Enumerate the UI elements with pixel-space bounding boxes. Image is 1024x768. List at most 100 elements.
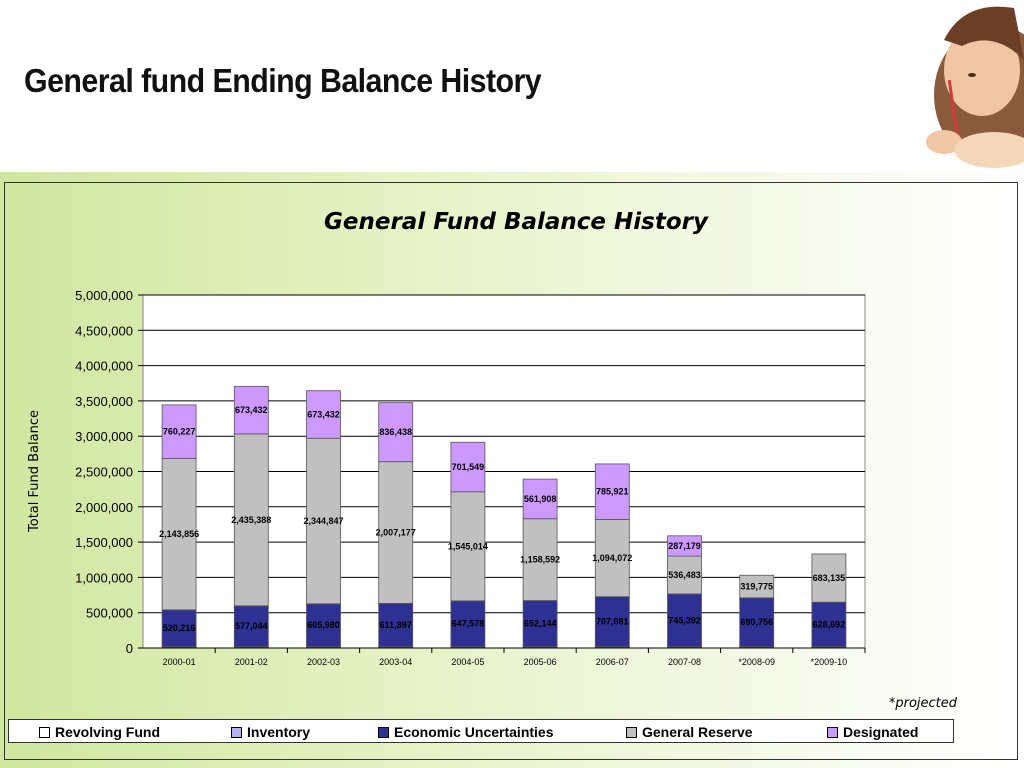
data-label: 707,081 bbox=[596, 617, 629, 627]
legend-swatch bbox=[827, 726, 838, 738]
y-tick-label: 4,500,000 bbox=[75, 323, 133, 338]
bar-segment bbox=[306, 603, 341, 647]
bar-segment bbox=[450, 441, 486, 493]
data-label: 1,545,014 bbox=[448, 541, 488, 551]
data-label: 520,216 bbox=[163, 623, 196, 633]
bar-segment bbox=[811, 553, 847, 603]
bar-segment bbox=[233, 385, 269, 435]
y-tick-label: 2,500,000 bbox=[75, 465, 133, 480]
bar-segment bbox=[522, 478, 558, 520]
bar-segment bbox=[667, 555, 702, 595]
legend-swatch bbox=[378, 726, 389, 738]
data-label: 836,438 bbox=[379, 427, 412, 437]
data-label: 701,549 bbox=[452, 462, 485, 472]
y-tick-label: 3,500,000 bbox=[75, 394, 133, 409]
x-tick-label: 2000-01 bbox=[163, 657, 196, 667]
y-tick-label: 4,000,000 bbox=[75, 359, 133, 374]
data-label: 673,432 bbox=[307, 409, 340, 419]
y-axis-label: Total Fund Balance bbox=[27, 410, 42, 533]
bar-segment bbox=[306, 437, 341, 605]
y-axis-ticks: 0 500,000 1,000,000 1,500,000 2,000,000 2,500… bbox=[75, 288, 143, 656]
data-label: 673,432 bbox=[235, 405, 268, 415]
legend: Revolving Fund Inventory Economic Uncert… bbox=[8, 719, 954, 743]
bar-segment bbox=[667, 535, 702, 557]
data-label: 652,144 bbox=[524, 619, 557, 629]
y-tick-label: 2,000,000 bbox=[75, 500, 133, 515]
bar-segment bbox=[233, 433, 269, 607]
data-label: 577,044 bbox=[235, 621, 268, 631]
data-label: 319,775 bbox=[740, 582, 773, 592]
x-axis-ticks: 2000-01 2001-02 2002-03 2003-04 2004-05 2005-… bbox=[143, 647, 866, 667]
bar-segment bbox=[161, 609, 197, 647]
data-label: 605,980 bbox=[307, 620, 340, 630]
x-tick-label: 2004-05 bbox=[451, 657, 484, 667]
data-label: 2,007,177 bbox=[376, 528, 416, 538]
slide-title: General fund Ending Balance History bbox=[24, 62, 542, 99]
x-tick-label: 2003-04 bbox=[379, 657, 412, 667]
chart-frame: General Fund Balance History 520,216 2,14… bbox=[4, 182, 1018, 760]
bar-segment bbox=[811, 601, 847, 647]
y-tick-label: 1,000,000 bbox=[75, 570, 133, 585]
legend-label: General Reserve bbox=[642, 724, 753, 740]
y-tick-label: 5,000,000 bbox=[75, 288, 133, 303]
slide-header bbox=[0, 0, 1024, 172]
x-tick-label: 2005-06 bbox=[524, 657, 557, 667]
data-label: 683,135 bbox=[813, 573, 846, 583]
y-tick-label: 3,000,000 bbox=[75, 429, 133, 444]
legend-swatch bbox=[626, 726, 637, 738]
bar-segment bbox=[161, 458, 197, 611]
data-label: 2,435,388 bbox=[231, 515, 271, 525]
bar-segment bbox=[594, 463, 630, 520]
bar-segment bbox=[522, 600, 558, 647]
data-label: 2,143,856 bbox=[159, 529, 199, 539]
legend-item-general-reserve: General Reserve bbox=[626, 724, 753, 740]
data-label: 628,692 bbox=[813, 619, 846, 629]
x-tick-label: *2009-10 bbox=[811, 657, 848, 667]
bar-segment bbox=[594, 596, 630, 647]
legend-label: Economic Uncertainties bbox=[394, 724, 554, 740]
legend-item-revolving-fund: Revolving Fund bbox=[39, 724, 160, 740]
data-label: 536,483 bbox=[668, 570, 701, 580]
data-label: 611,897 bbox=[380, 620, 412, 630]
y-tick-label: 1,500,000 bbox=[75, 535, 133, 550]
data-label: 785,921 bbox=[596, 487, 629, 497]
chart-title: General Fund Balance History bbox=[324, 209, 709, 235]
bar-segment bbox=[667, 593, 702, 647]
bar-segment bbox=[739, 574, 775, 599]
bar-segment bbox=[306, 390, 341, 439]
bar-segment bbox=[378, 402, 414, 463]
chart: General Fund Balance History 520,216 2,14… bbox=[27, 209, 958, 711]
legend-label: Designated bbox=[843, 724, 919, 740]
data-label: 745,392 bbox=[668, 615, 701, 625]
legend-item-inventory: Inventory bbox=[231, 724, 310, 740]
data-label: 1,158,592 bbox=[520, 555, 560, 565]
x-tick-label: *2008-09 bbox=[738, 657, 775, 667]
legend-item-designated: Designated bbox=[827, 724, 918, 740]
bars bbox=[161, 385, 847, 649]
bar-segment bbox=[233, 605, 269, 647]
legend-swatch bbox=[231, 726, 242, 738]
data-label: 287,179 bbox=[668, 541, 701, 551]
y-tick-label: 500,000 bbox=[86, 606, 133, 621]
data-label: 690,756 bbox=[740, 617, 773, 627]
bar-segment bbox=[522, 518, 558, 601]
data-label: 1,094,072 bbox=[592, 553, 632, 563]
child-writing-photo bbox=[874, 0, 1024, 172]
data-labels: 520,216 2,143,856 760,227 577,044 2,435,388 6… bbox=[159, 405, 845, 633]
legend-item-economic-uncertainties: Economic Uncertainties bbox=[378, 724, 554, 740]
data-label: 760,227 bbox=[163, 427, 196, 437]
bar-segment bbox=[594, 519, 630, 598]
y-tick-label: 0 bbox=[126, 641, 133, 656]
data-label: 561,908 bbox=[524, 494, 557, 504]
x-tick-label: 2002-03 bbox=[307, 657, 340, 667]
legend-swatch bbox=[39, 726, 50, 738]
data-label: 2,344,847 bbox=[303, 516, 343, 526]
projected-note: *projected bbox=[889, 696, 958, 711]
bar-segment bbox=[378, 461, 414, 604]
bar-segment bbox=[161, 404, 197, 459]
data-label: 647,578 bbox=[452, 619, 485, 629]
x-tick-label: 2006-07 bbox=[596, 657, 629, 667]
legend-label: Inventory bbox=[247, 724, 311, 740]
bar-segment bbox=[378, 602, 414, 647]
x-tick-label: 2001-02 bbox=[235, 657, 268, 667]
